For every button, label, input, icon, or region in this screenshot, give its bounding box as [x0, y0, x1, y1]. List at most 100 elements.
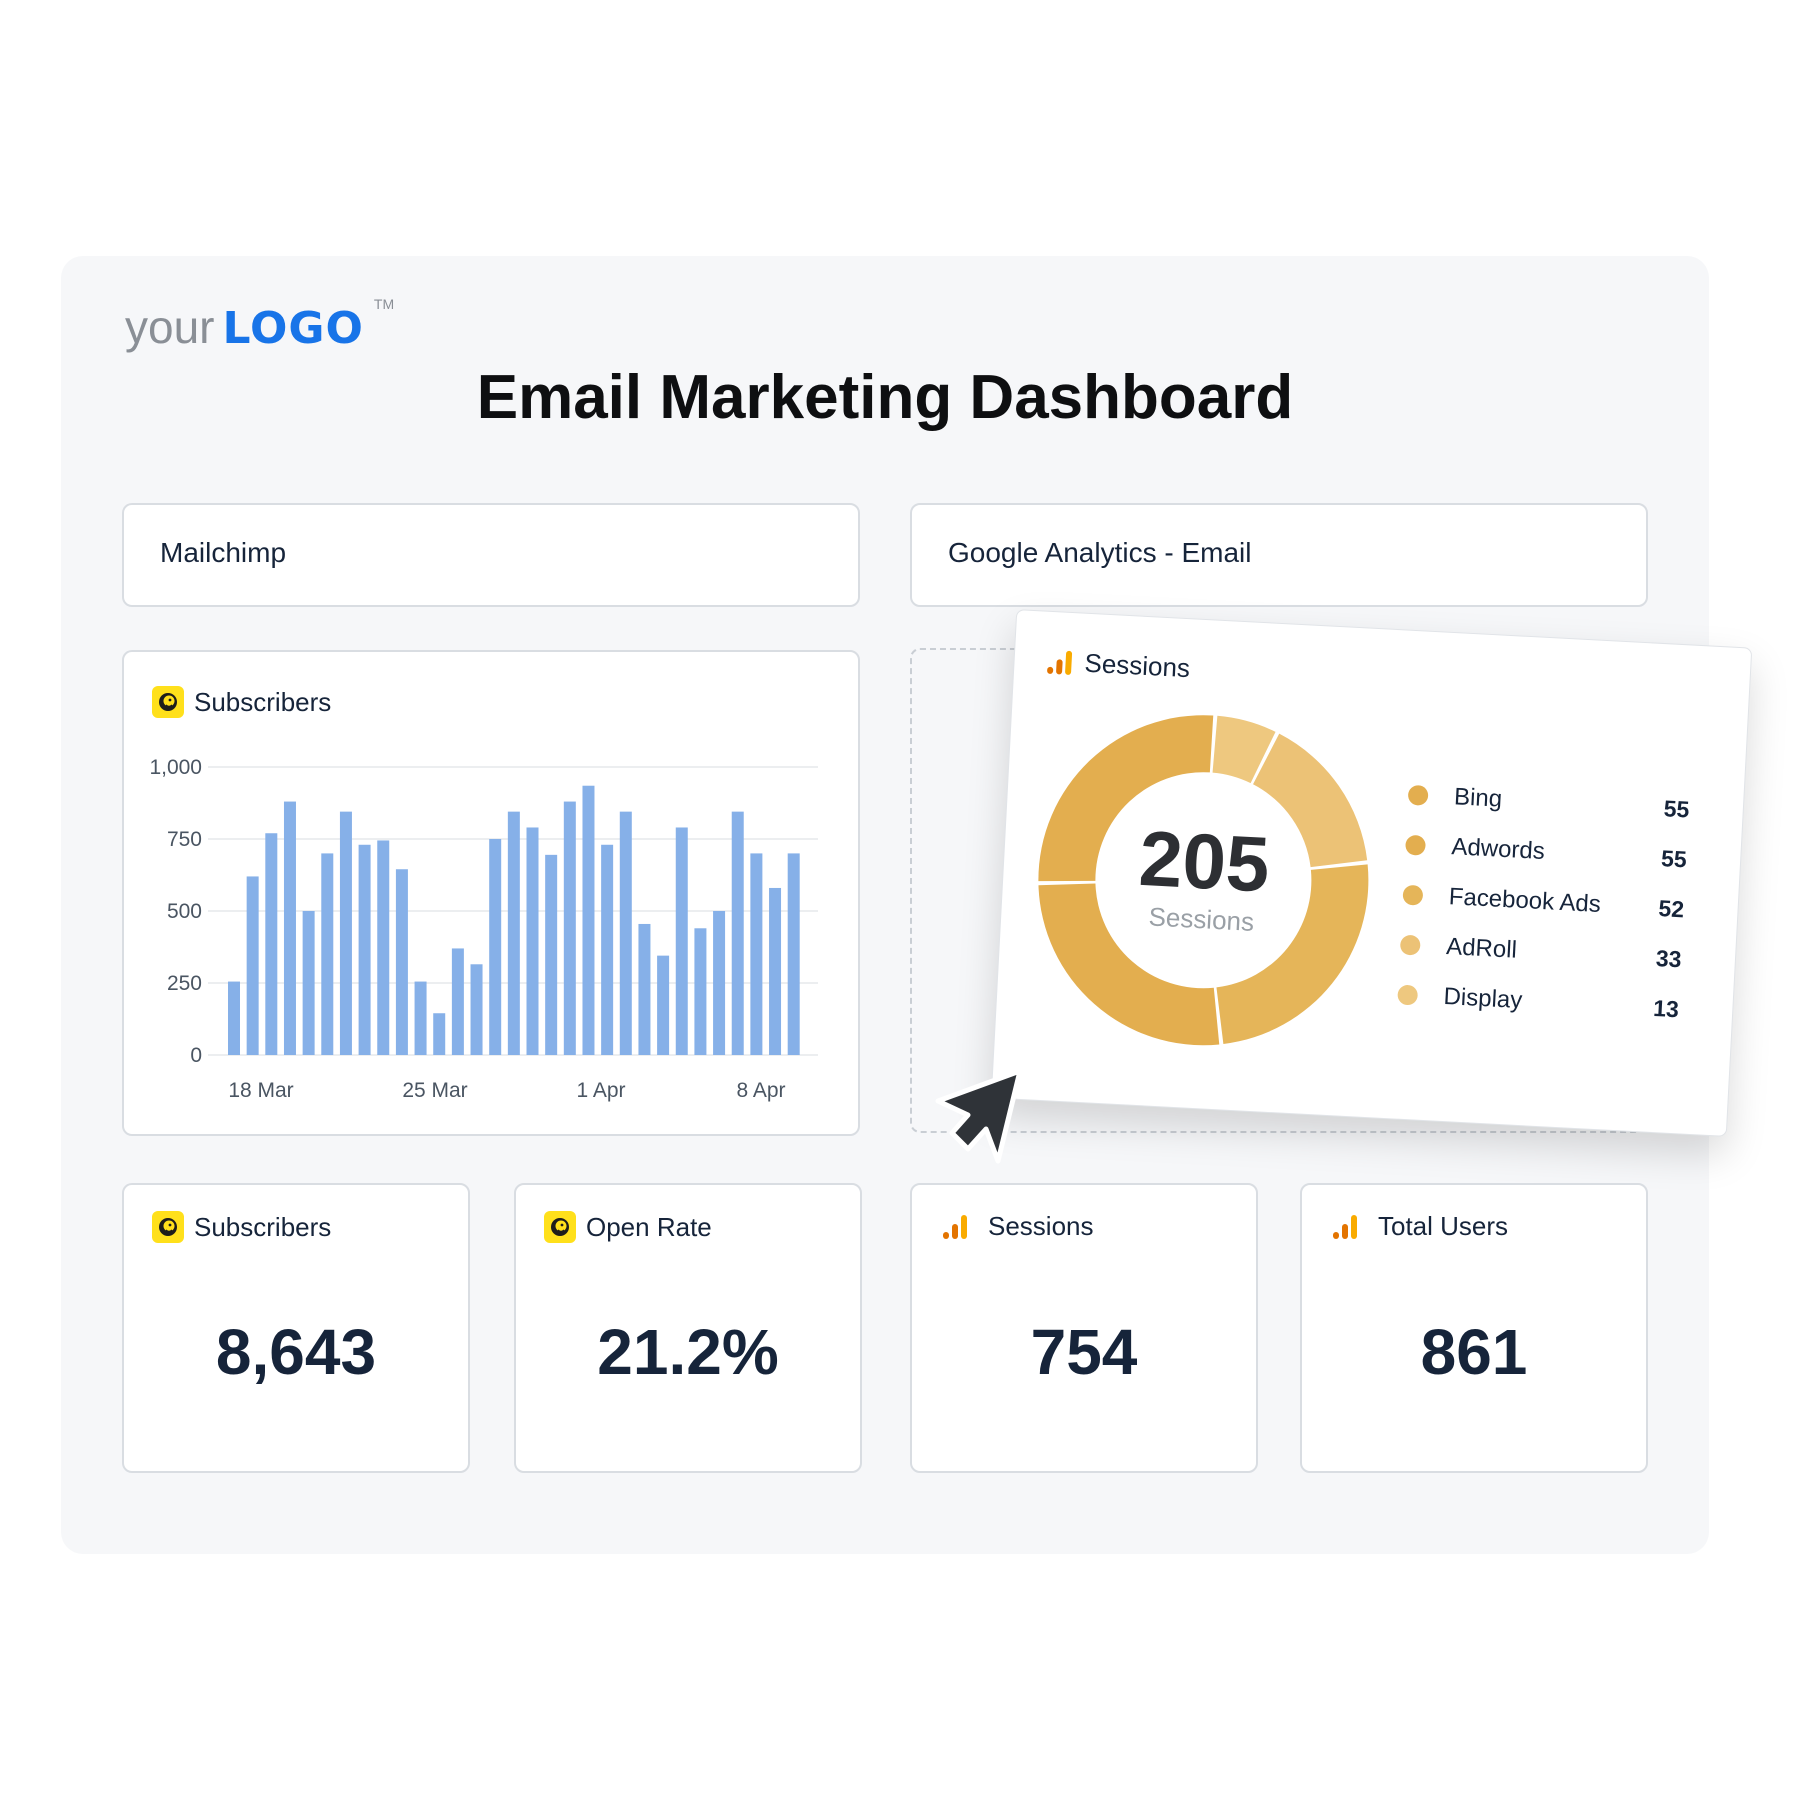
- kpi-value: 861: [1420, 1316, 1528, 1388]
- bar[interactable]: [321, 853, 334, 1055]
- bar[interactable]: [731, 811, 744, 1055]
- y-tick-label: 250: [167, 972, 202, 995]
- chart-title: Subscribers: [194, 686, 332, 717]
- bar[interactable]: [433, 1013, 446, 1055]
- kpi-header: Sessions: [940, 1211, 1094, 1242]
- bar[interactable]: [451, 948, 464, 1055]
- bar[interactable]: [787, 853, 800, 1055]
- legend-value: 13: [1652, 994, 1680, 1022]
- sessions-donut-chart: 205 Sessions: [1031, 707, 1374, 1051]
- bar[interactable]: [563, 801, 576, 1055]
- subscribers-chart-card[interactable]: Subscribers 1,000 750 500 250 0 18 Mar 25 Mar 1…: [122, 650, 860, 1136]
- donut-card-header: Sessions: [1044, 646, 1191, 685]
- bar[interactable]: [675, 827, 688, 1055]
- donut-total: 205: [1137, 814, 1272, 909]
- legend-value: 33: [1655, 944, 1683, 972]
- kpi-card-sessions[interactable]: Sessions 754: [910, 1183, 1258, 1473]
- chart-card-header: Subscribers: [152, 686, 331, 718]
- x-tick-label: 1 Apr: [576, 1079, 625, 1102]
- kpi-card-open-rate[interactable]: Open Rate 21.2%: [514, 1183, 862, 1473]
- bar[interactable]: [713, 911, 726, 1055]
- bar[interactable]: [769, 887, 782, 1055]
- kpi-card-total-users[interactable]: Total Users 861: [1300, 1183, 1648, 1473]
- bar[interactable]: [545, 854, 558, 1055]
- y-tick-label: 500: [167, 900, 202, 923]
- y-tick-label: 0: [190, 1044, 202, 1067]
- mailchimp-icon: [152, 1211, 184, 1243]
- kpi-header: Open Rate: [544, 1211, 712, 1243]
- legend-label: Display: [1442, 982, 1523, 1015]
- bar[interactable]: [470, 964, 483, 1055]
- legend-value: 52: [1657, 894, 1685, 922]
- donut-slice[interactable]: [1214, 857, 1370, 1051]
- kpi-value: 21.2%: [597, 1316, 779, 1388]
- logo-trademark: TM: [373, 296, 395, 312]
- legend-value: 55: [1663, 794, 1691, 823]
- kpi-header: Total Users: [1330, 1211, 1508, 1242]
- bar[interactable]: [489, 839, 502, 1055]
- bar[interactable]: [283, 801, 296, 1055]
- google-analytics-icon: [1047, 650, 1073, 675]
- section-header-mailchimp: Mailchimp: [122, 503, 860, 607]
- legend-label: AdRoll: [1445, 933, 1518, 964]
- kpi-value: 754: [1030, 1316, 1138, 1388]
- bar[interactable]: [414, 981, 427, 1055]
- legend-label: Facebook Ads: [1448, 883, 1602, 919]
- legend-dot: [1402, 884, 1424, 906]
- bar[interactable]: [265, 833, 278, 1055]
- logo-word: LOGO: [222, 303, 364, 354]
- legend-item[interactable]: Display 13: [1397, 981, 1680, 1024]
- kpi-label: Open Rate: [586, 1211, 712, 1242]
- legend-dot: [1399, 934, 1421, 956]
- legend-dot: [1407, 784, 1429, 806]
- google-analytics-icon: [940, 1212, 970, 1242]
- bar[interactable]: [395, 869, 408, 1055]
- bar[interactable]: [246, 876, 259, 1055]
- legend-item[interactable]: Bing 55: [1407, 781, 1690, 824]
- kpi-card-subscribers[interactable]: Subscribers 8,643: [122, 1183, 470, 1473]
- google-analytics-icon: [1330, 1212, 1360, 1242]
- donut-slice[interactable]: [1038, 707, 1214, 890]
- donut-slice[interactable]: [1212, 715, 1276, 785]
- bar[interactable]: [582, 785, 595, 1055]
- kpi-label: Total Users: [1378, 1211, 1509, 1241]
- section-title: Mailchimp: [160, 537, 287, 568]
- bar[interactable]: [638, 923, 651, 1055]
- kpi-label: Sessions: [988, 1211, 1094, 1241]
- legend-item[interactable]: Facebook Ads 52: [1402, 881, 1685, 924]
- section-header-google-analytics: Google Analytics - Email: [910, 503, 1648, 607]
- mouse-cursor-icon: [935, 1068, 1023, 1164]
- bar[interactable]: [358, 844, 371, 1055]
- bar[interactable]: [619, 811, 632, 1055]
- legend-item[interactable]: Adwords 55: [1405, 831, 1688, 874]
- x-tick-label: 18 Mar: [228, 1079, 293, 1102]
- donut-title: Sessions: [1083, 647, 1191, 684]
- bar[interactable]: [377, 840, 390, 1055]
- logo-prefix: your: [125, 301, 215, 353]
- x-tick-label: 25 Mar: [402, 1079, 467, 1102]
- kpi-value: 8,643: [215, 1316, 377, 1388]
- donut-total-label: Sessions: [1148, 901, 1255, 936]
- bar[interactable]: [302, 911, 315, 1055]
- bar[interactable]: [694, 928, 707, 1055]
- legend-item[interactable]: AdRoll 33: [1399, 931, 1683, 974]
- page-title: Email Marketing Dashboard: [476, 363, 1294, 432]
- legend-dot: [1405, 834, 1427, 856]
- kpi-header: Subscribers: [152, 1211, 331, 1243]
- brand-logo: your LOGO TM: [125, 296, 394, 354]
- donut-slice[interactable]: [1031, 881, 1228, 1047]
- bar[interactable]: [228, 981, 240, 1055]
- donut-slice[interactable]: [1249, 732, 1374, 870]
- bar[interactable]: [601, 844, 614, 1055]
- bar[interactable]: [339, 811, 352, 1055]
- bar[interactable]: [526, 827, 539, 1055]
- bar[interactable]: [750, 853, 763, 1055]
- bar[interactable]: [657, 955, 670, 1055]
- bar[interactable]: [507, 811, 520, 1055]
- sessions-donut-card[interactable]: Sessions 205 Sessions Bing 55 Adwords 55 Fac…: [990, 609, 1753, 1137]
- y-tick-label: 750: [167, 828, 202, 851]
- mailchimp-icon: [544, 1211, 576, 1243]
- x-tick-label: 8 Apr: [736, 1079, 785, 1102]
- mailchimp-icon: [152, 686, 184, 718]
- section-title: Google Analytics - Email: [948, 537, 1252, 568]
